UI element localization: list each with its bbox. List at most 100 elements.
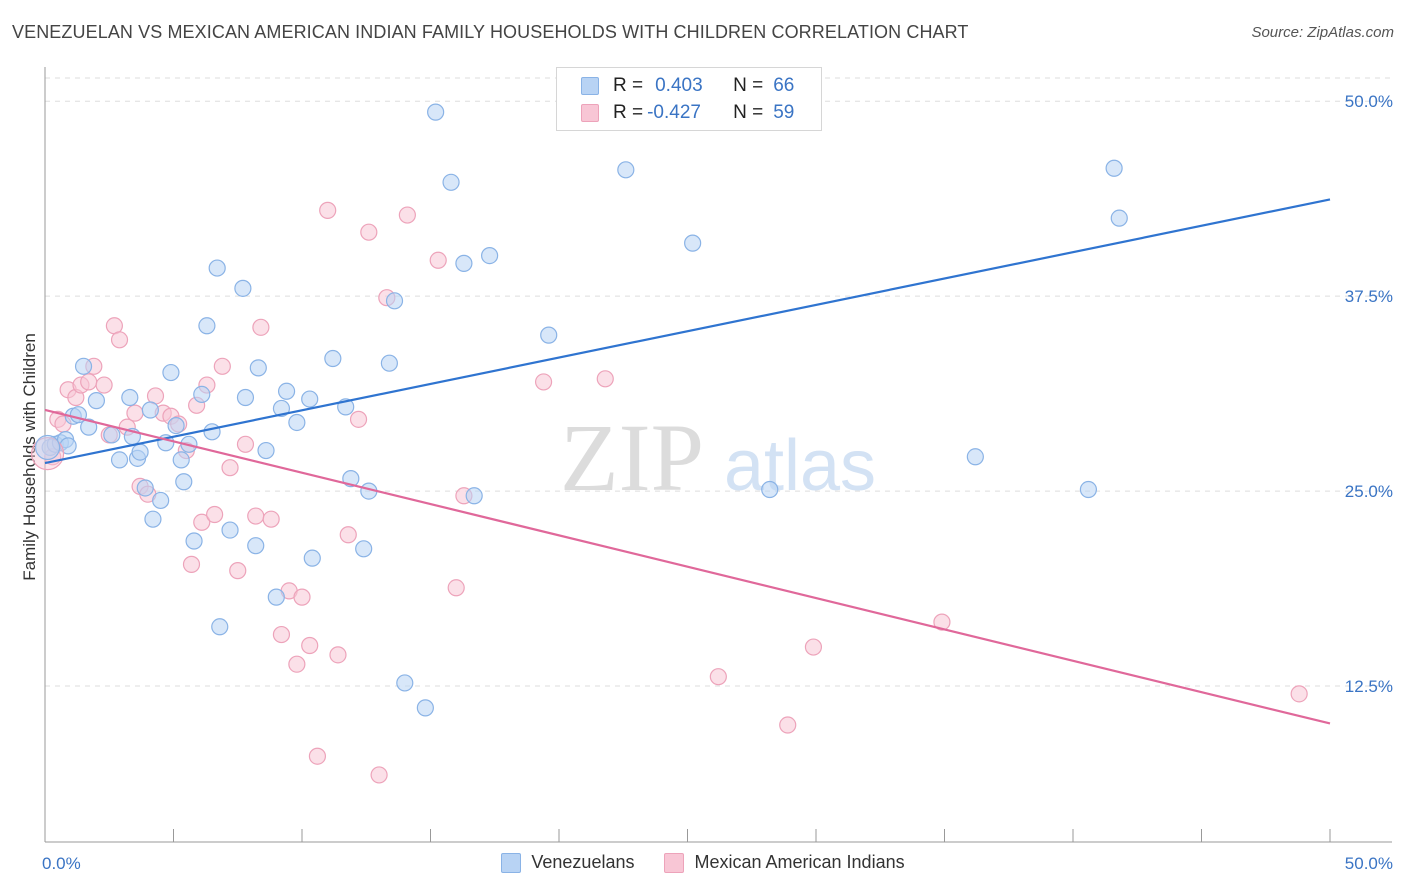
data-point bbox=[213, 357, 231, 375]
axes bbox=[44, 67, 1392, 843]
data-point bbox=[257, 441, 275, 460]
data-point bbox=[429, 251, 447, 269]
data-point bbox=[1079, 480, 1098, 499]
y-tick-label: 37.5% bbox=[1345, 287, 1393, 306]
data-point bbox=[779, 716, 797, 734]
data-point bbox=[540, 326, 558, 344]
trendline-mexican-american-indians bbox=[44, 408, 1331, 725]
trendline-venezuelans bbox=[44, 198, 1331, 465]
data-point bbox=[208, 259, 226, 277]
r-label: R = bbox=[613, 75, 644, 96]
series-legend: Venezuelans Mexican American Indians bbox=[0, 852, 1406, 873]
data-point bbox=[221, 459, 239, 477]
legend-swatch-pink bbox=[664, 852, 685, 873]
data-point bbox=[198, 317, 216, 335]
data-point bbox=[87, 392, 106, 410]
legend-label-venezuelans: Venezuelans bbox=[531, 852, 635, 872]
data-point bbox=[272, 625, 291, 644]
data-point bbox=[385, 292, 404, 310]
data-point bbox=[221, 521, 239, 539]
data-point bbox=[349, 410, 368, 428]
data-point bbox=[324, 349, 342, 368]
watermark-atlas: atlas bbox=[724, 426, 876, 506]
data-point bbox=[59, 437, 77, 455]
y-tick-label: 25.0% bbox=[1345, 482, 1393, 501]
r-value: -0.427 bbox=[647, 102, 701, 123]
data-point bbox=[234, 279, 252, 297]
y-tick-label: 12.5% bbox=[1345, 677, 1393, 696]
data-point bbox=[617, 161, 635, 179]
data-point bbox=[1105, 159, 1123, 177]
data-point bbox=[193, 513, 211, 531]
data-point bbox=[110, 451, 129, 469]
data-point bbox=[74, 357, 93, 375]
watermark: ZIP atlas bbox=[560, 404, 876, 511]
data-point bbox=[339, 526, 357, 544]
data-point bbox=[1110, 209, 1128, 227]
data-point bbox=[152, 491, 170, 510]
data-point bbox=[262, 510, 280, 528]
data-point bbox=[247, 507, 265, 525]
data-point bbox=[249, 359, 267, 377]
data-point bbox=[465, 487, 483, 505]
n-value: 59 bbox=[773, 102, 795, 123]
data-point bbox=[141, 401, 159, 419]
data-point bbox=[247, 537, 265, 555]
n-value: 66 bbox=[773, 75, 795, 96]
data-point bbox=[272, 399, 291, 418]
data-point bbox=[95, 376, 113, 394]
chart-title: VENEZUELAN VS MEXICAN AMERICAN INDIAN FA… bbox=[12, 22, 969, 42]
grid-lines bbox=[45, 77, 1392, 687]
data-point bbox=[293, 588, 311, 606]
data-point bbox=[966, 448, 984, 466]
data-point bbox=[267, 588, 285, 606]
data-point bbox=[427, 103, 445, 121]
data-point bbox=[709, 668, 727, 686]
data-point bbox=[447, 579, 465, 597]
source-attribution: Source: ZipAtlas.com bbox=[1251, 24, 1394, 41]
data-point bbox=[252, 318, 270, 336]
data-point bbox=[308, 747, 327, 765]
data-point bbox=[131, 443, 149, 461]
data-point bbox=[596, 370, 614, 388]
data-point bbox=[360, 223, 378, 241]
legend-label-mexican-american-indians: Mexican American Indians bbox=[694, 852, 905, 872]
data-point bbox=[481, 246, 499, 265]
legend-swatch-pink bbox=[581, 104, 599, 122]
data-point bbox=[319, 201, 337, 219]
data-point bbox=[804, 638, 823, 656]
data-point bbox=[380, 354, 398, 372]
legend-item-venezuelans: Venezuelans bbox=[501, 852, 634, 873]
data-point bbox=[761, 480, 779, 499]
data-point bbox=[933, 613, 951, 631]
data-point bbox=[416, 699, 434, 717]
data-point bbox=[277, 382, 296, 400]
data-point bbox=[398, 206, 416, 224]
data-point bbox=[288, 413, 306, 432]
legend-item-mexican-american-indians: Mexican American Indians bbox=[664, 852, 905, 873]
n-label: N = bbox=[733, 102, 764, 123]
data-point bbox=[303, 549, 321, 567]
legend-swatch-blue bbox=[581, 77, 599, 95]
data-point bbox=[534, 373, 553, 391]
data-point bbox=[172, 451, 190, 469]
data-point bbox=[442, 173, 460, 191]
x-tick-label: 0.0% bbox=[42, 854, 81, 873]
legend-row-venezuelans: R = 0.403 N = 66 bbox=[581, 73, 794, 99]
data-point bbox=[684, 234, 702, 252]
data-point bbox=[203, 423, 221, 441]
trend-lines bbox=[44, 198, 1331, 725]
legend-swatch-blue bbox=[501, 852, 522, 873]
data-point bbox=[355, 540, 373, 558]
data-point bbox=[1290, 685, 1308, 703]
data-point bbox=[185, 532, 203, 550]
data-point bbox=[396, 674, 414, 692]
data-point bbox=[182, 555, 201, 573]
data-point bbox=[110, 331, 129, 349]
legend-row-mexican-american-indians: R = -0.427 N = 59 bbox=[581, 100, 794, 126]
y-tick-label: 50.0% bbox=[1345, 92, 1393, 111]
watermark-zip: ZIP bbox=[560, 404, 704, 511]
r-label: R = bbox=[613, 102, 644, 123]
data-point bbox=[288, 655, 306, 673]
tick-labels: 12.5% 25.0% 37.5% 50.0% 0.0% 50.0% bbox=[42, 92, 1393, 873]
